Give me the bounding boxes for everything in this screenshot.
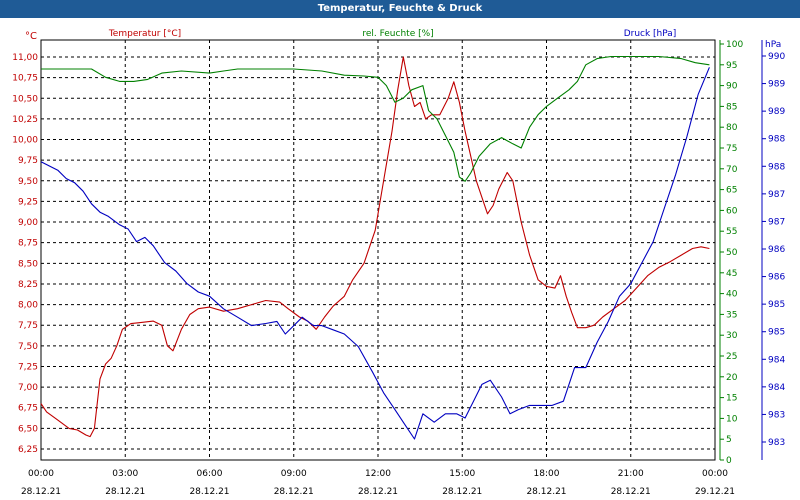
x-tick-label: 09:00: [281, 469, 307, 479]
middle-tick-label: 100: [726, 40, 743, 50]
middle-tick-label: 55: [726, 227, 737, 237]
left-tick-label: 7,75: [18, 321, 38, 331]
left-axis-title: Temperatur [°C]: [108, 29, 181, 39]
x-tick-label: 00:00: [28, 469, 54, 479]
right-tick-label: 986: [768, 245, 785, 255]
right-tick-label: 987: [768, 190, 785, 200]
left-tick-label: 10,50: [12, 94, 38, 104]
middle-tick-label: 65: [726, 186, 737, 196]
left-tick-label: 6,25: [18, 445, 38, 455]
middle-tick-label: 80: [726, 123, 738, 133]
humidity-series-line: [41, 55, 710, 182]
left-tick-label: 6,50: [18, 424, 38, 434]
right-tick-label: 986: [768, 273, 785, 283]
right-tick-label: 985: [768, 328, 785, 338]
middle-tick-label: 10: [726, 414, 738, 424]
left-tick-label: 7,25: [18, 362, 38, 372]
middle-axis-title: rel. Feuchte [%]: [362, 29, 433, 39]
middle-tick-label: 15: [726, 394, 737, 404]
middle-tick-label: 20: [726, 373, 738, 383]
middle-tick-label: 5: [726, 435, 732, 445]
left-tick-label: 10,75: [12, 74, 38, 84]
x-tick-label: 21:00: [618, 469, 644, 479]
right-tick-label: 984: [768, 355, 785, 365]
left-tick-label: 8,25: [18, 280, 38, 290]
left-tick-label: 6,75: [18, 404, 38, 414]
pressure-series-line: [40, 67, 710, 440]
right-tick-label: 983: [768, 438, 785, 448]
right-tick-label: 987: [768, 217, 785, 227]
right-tick-label: 983: [768, 410, 785, 420]
right-axis-unit: hPa: [765, 40, 781, 50]
middle-tick-label: 35: [726, 310, 737, 320]
x-date-label: 28.12.21: [105, 487, 145, 497]
left-tick-label: 10,00: [12, 136, 38, 146]
left-tick-label: 9,00: [18, 218, 38, 228]
left-tick-label: 8,50: [18, 259, 38, 269]
middle-tick-label: 50: [726, 248, 738, 258]
middle-tick-label: 45: [726, 269, 737, 279]
x-date-label: 28.12.21: [611, 487, 651, 497]
left-tick-label: 7,50: [18, 342, 38, 352]
left-tick-label: 10,25: [12, 115, 38, 125]
left-tick-label: 9,50: [18, 177, 38, 187]
x-tick-label: 12:00: [365, 469, 391, 479]
x-date-label: 28.12.21: [189, 487, 229, 497]
left-tick-label: 8,00: [18, 301, 38, 311]
left-tick-label: 7,00: [18, 383, 38, 393]
middle-tick-label: 60: [726, 206, 738, 216]
left-tick-label: 9,25: [18, 197, 38, 207]
middle-tick-label: 30: [726, 331, 738, 341]
left-axis-unit: °C: [25, 31, 37, 42]
left-tick-label: 9,75: [18, 156, 38, 166]
right-tick-label: 985: [768, 300, 785, 310]
middle-tick-label: 75: [726, 144, 737, 154]
x-date-label: 28.12.21: [442, 487, 482, 497]
x-date-label: 29.12.21: [695, 487, 735, 497]
x-tick-label: 18:00: [534, 469, 560, 479]
x-date-label: 28.12.21: [21, 487, 61, 497]
left-tick-label: 11,00: [12, 53, 38, 63]
x-tick-label: 06:00: [197, 469, 223, 479]
middle-tick-label: 0: [726, 456, 732, 466]
middle-tick-label: 25: [726, 352, 737, 362]
x-tick-label: 15:00: [449, 469, 475, 479]
x-date-label: 28.12.21: [274, 487, 314, 497]
x-date-label: 28.12.21: [358, 487, 398, 497]
middle-tick-label: 40: [726, 290, 738, 300]
middle-tick-label: 90: [726, 82, 738, 92]
right-tick-label: 984: [768, 383, 785, 393]
right-tick-label: 989: [768, 80, 785, 90]
left-tick-label: 8,75: [18, 239, 38, 249]
x-date-label: 28.12.21: [526, 487, 566, 497]
right-axis-title: Druck [hPa]: [624, 29, 677, 39]
right-tick-label: 989: [768, 107, 785, 117]
middle-tick-label: 95: [726, 61, 737, 71]
chart-svg: °C 11,00 10,75 10,50 10,25 10,00 9,75 9,50 9,25 9…: [12, 29, 785, 497]
x-tick-label: 00:00: [702, 469, 728, 479]
window-title: Temperatur, Feuchte & Druck: [0, 0, 800, 18]
middle-tick-label: 70: [726, 165, 738, 175]
right-tick-label: 988: [768, 135, 785, 145]
x-tick-label: 03:00: [112, 469, 138, 479]
right-tick-label: 990: [768, 52, 785, 62]
middle-tick-label: 85: [726, 102, 737, 112]
right-tick-label: 988: [768, 162, 785, 172]
temperature-series-line: [40, 56, 710, 438]
